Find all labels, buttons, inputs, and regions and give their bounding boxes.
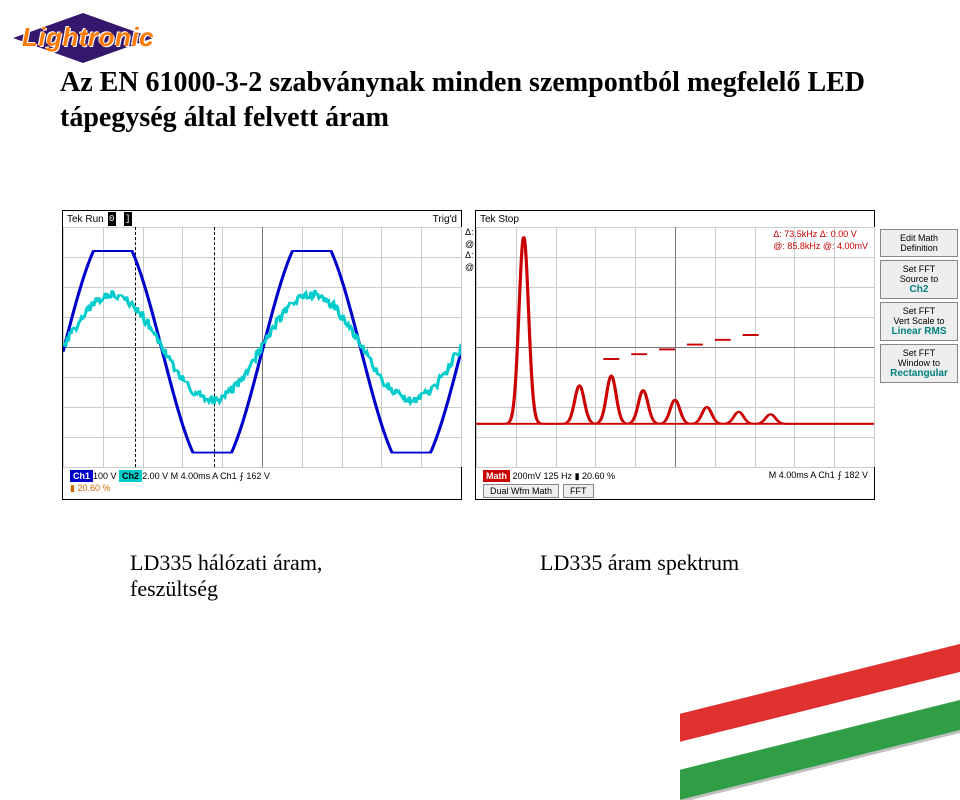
scope1-hm2: ] xyxy=(124,212,132,226)
scope2-prefix: Tek xyxy=(480,214,496,225)
scope1-hm1: 0 xyxy=(108,212,116,226)
menu-button[interactable]: Set FFTSource toCh2 xyxy=(880,260,958,299)
ch2-tag: Ch2 xyxy=(119,470,142,482)
logo-text: Lightronic xyxy=(22,22,154,53)
scope1-prefix: Tek xyxy=(67,214,83,225)
scope1-grid xyxy=(63,227,461,467)
flag-corner xyxy=(700,627,960,717)
oscilloscope-right: Tek Stop Δ: 73.5kHz Δ: 0.00 V@: 85.8kHz … xyxy=(475,210,875,500)
caption-right: LD335 áram spektrum xyxy=(540,550,840,576)
mode-button[interactable]: FFT xyxy=(563,484,594,498)
scope2-header: Tek Stop xyxy=(476,211,874,227)
page-title: Az EN 61000-3-2 szabványnak minden szemp… xyxy=(60,65,900,135)
math-tag: Math xyxy=(483,470,510,482)
menu-button[interactable]: Edit MathDefinition xyxy=(880,229,958,257)
mode-button[interactable]: Dual Wfm Math xyxy=(483,484,559,498)
menu-button[interactable]: Set FFTVert Scale toLinear RMS xyxy=(880,302,958,341)
scope2-readouts: Δ: 73.5kHz Δ: 0.00 V@: 85.8kHz @: 4.00mV xyxy=(773,229,868,252)
scope1-trig: Trig'd xyxy=(433,214,457,225)
brand-logo: Lightronic xyxy=(8,8,158,68)
scope2-grid xyxy=(476,227,874,467)
caption-left: LD335 hálózati áram, feszültség xyxy=(130,550,390,603)
scope1-bottom: Ch1100 V Ch22.00 V M 4.00ms A Ch1 ⨍ 162 … xyxy=(63,467,461,501)
scope2-bottom: Math 200mV 125 Hz ▮ 20.60 %M 4.00ms A Ch… xyxy=(476,467,874,501)
scope2-run: Stop xyxy=(498,214,519,225)
scope1-run: Run xyxy=(85,214,103,225)
menu-button[interactable]: Set FFTWindow toRectangular xyxy=(880,344,958,383)
scope2-side-menu: Edit MathDefinitionSet FFTSource toCh2Se… xyxy=(880,229,958,386)
ch1-tag: Ch1 xyxy=(70,470,93,482)
oscilloscope-left: Tek Run 0 ] Trig'd Ch1100 V Ch22.00 V M … xyxy=(62,210,462,500)
scope1-header: Tek Run 0 ] Trig'd xyxy=(63,211,461,227)
